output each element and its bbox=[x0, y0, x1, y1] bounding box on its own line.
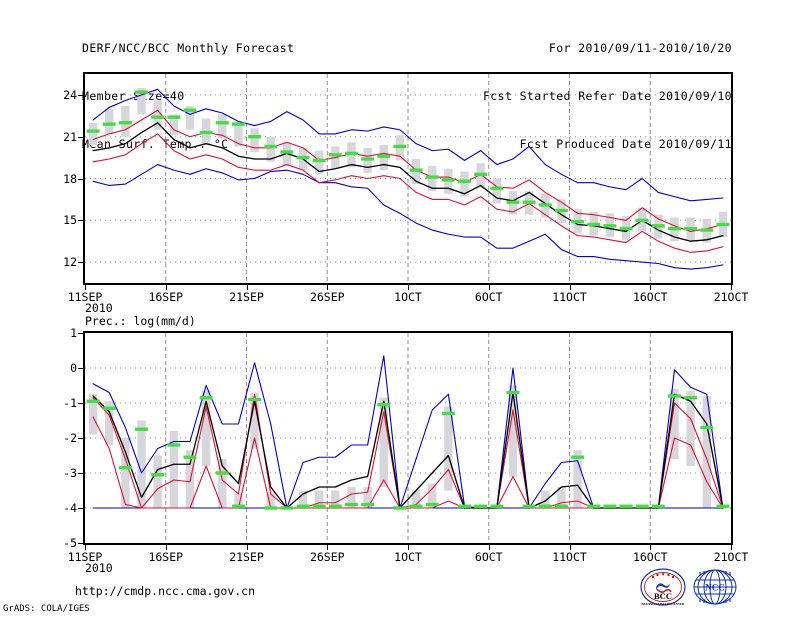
x-axis-tick-label: 1OCT bbox=[394, 550, 422, 564]
y-axis-tick-label: -3 bbox=[63, 466, 77, 480]
x-axis-tick-label: 6OCT bbox=[474, 550, 503, 564]
x-axis-tick-mark bbox=[246, 285, 248, 290]
x-axis-tick-mark bbox=[327, 285, 329, 290]
header-title: DERF/NCC/BCC Monthly Forecast bbox=[82, 41, 295, 55]
y-axis-tick-mark bbox=[78, 473, 83, 474]
y-axis-tick-label: 0 bbox=[70, 361, 77, 375]
y-axis-tick-label: 15 bbox=[63, 213, 77, 228]
precipitation-plot-svg bbox=[85, 333, 731, 543]
x-axis-tick-label: 6OCT bbox=[474, 290, 503, 304]
x-axis-tick-label: 11SEP bbox=[67, 550, 103, 564]
source-url[interactable]: http://cmdp.ncc.cma.gov.cn bbox=[75, 584, 256, 598]
y-axis-tick-mark bbox=[78, 333, 83, 334]
y-axis-tick-label: 24 bbox=[63, 87, 77, 102]
y-axis-tick-label: -1 bbox=[63, 396, 77, 410]
x-axis-tick-mark bbox=[246, 545, 248, 550]
x-axis-tick-label: 16SEP bbox=[148, 290, 184, 304]
y-axis-tick-mark bbox=[78, 178, 83, 180]
x-axis-tick-label: 11OCT bbox=[552, 550, 587, 564]
x-axis-tick-label: 16SEP bbox=[148, 550, 184, 564]
precipitation-xaxis-year: 2010 bbox=[85, 561, 113, 575]
x-axis-tick-mark bbox=[85, 285, 86, 290]
x-axis-tick-mark bbox=[569, 285, 571, 290]
x-axis-tick-mark bbox=[408, 285, 409, 290]
x-axis-tick-mark bbox=[650, 285, 652, 290]
y-axis-tick-mark bbox=[78, 94, 83, 96]
y-axis-tick-mark bbox=[78, 262, 83, 264]
x-axis-tick-label: 11OCT bbox=[552, 290, 587, 304]
header-forecast-range: For 2010/09/11-2010/10/20 bbox=[548, 41, 732, 55]
x-axis-tick-mark bbox=[650, 545, 652, 550]
bcc-logo: BCC BEIJING CLIMATE CENTER bbox=[640, 568, 686, 606]
bcc-logo-text: BCC bbox=[654, 591, 672, 601]
y-axis-tick-label: 1 bbox=[70, 326, 77, 340]
y-axis-tick-mark bbox=[78, 403, 83, 404]
y-axis-tick-mark bbox=[78, 368, 83, 369]
x-axis-tick-mark bbox=[165, 285, 167, 290]
x-axis-tick-mark bbox=[569, 545, 571, 550]
y-axis-tick-mark bbox=[78, 438, 83, 439]
bcc-logo-icon bbox=[640, 568, 686, 606]
ncc-logo-icon: NCC bbox=[693, 569, 737, 605]
header-left: DERF/NCC/BCC Monthly Forecast Member Siz… bbox=[82, 8, 294, 184]
y-axis-tick-label: -4 bbox=[63, 501, 77, 515]
x-axis-tick-mark bbox=[731, 545, 732, 550]
header-refer-date: Fcst Started Refer Date 2010/09/10 bbox=[482, 89, 732, 103]
x-axis-tick-label: 16OCT bbox=[632, 550, 668, 564]
svg-text:NCC: NCC bbox=[705, 583, 725, 593]
x-axis-tick-label: 26SEP bbox=[309, 290, 345, 304]
x-axis-tick-mark bbox=[408, 545, 409, 550]
y-axis-tick-mark bbox=[78, 508, 83, 509]
x-axis-tick-mark bbox=[85, 545, 86, 550]
temperature-plot-frame bbox=[83, 72, 733, 285]
y-axis-tick-mark bbox=[78, 220, 83, 222]
temperature-plot-svg bbox=[85, 74, 731, 283]
x-axis-tick-label: 11SEP bbox=[67, 290, 103, 304]
x-axis-tick-label: 21SEP bbox=[229, 290, 264, 304]
header-produced-date: Fcst Produced Date 2010/09/11 bbox=[519, 137, 732, 151]
y-axis-tick-mark bbox=[78, 136, 83, 138]
x-axis-tick-label: 26SEP bbox=[309, 550, 345, 564]
precipitation-chart-title: Prec.: log(mm/d) bbox=[85, 314, 196, 328]
x-axis-tick-mark bbox=[731, 285, 732, 290]
x-axis-tick-mark bbox=[165, 545, 167, 550]
y-axis-tick-label: -5 bbox=[63, 536, 77, 550]
precipitation-plot-frame bbox=[83, 331, 733, 545]
bcc-logo-subtext: BEIJING CLIMATE CENTER bbox=[641, 602, 685, 606]
precipitation-chart: 1 0 -1 -2 -3 -4 -5 11SEP 16SEP 21SEP 26SEP 1OCT 6OCT… bbox=[63, 326, 748, 564]
y-axis-tick-label: -2 bbox=[63, 431, 77, 445]
x-axis-tick-mark bbox=[488, 545, 490, 550]
x-axis-tick-label: 21OCT bbox=[713, 290, 749, 304]
y-axis-tick-mark bbox=[78, 543, 83, 544]
y-axis-tick-label: 21 bbox=[63, 129, 77, 144]
ncc-logo: NCC bbox=[692, 568, 738, 606]
grads-credit: GrADS: COLA/IGES bbox=[3, 604, 90, 614]
x-axis-tick-label: 21OCT bbox=[713, 550, 749, 564]
x-axis-tick-label: 21SEP bbox=[229, 550, 264, 564]
y-axis-tick-label: 18 bbox=[63, 171, 77, 186]
x-axis-tick-mark bbox=[488, 285, 490, 290]
logo-group: BCC BEIJING CLIMATE CENTER NCC bbox=[640, 568, 745, 606]
temperature-chart: 24 21 18 15 12 11SEP 16SEP 21SEP 26SEP 1OCT 6OCT 11… bbox=[63, 72, 748, 304]
y-axis-tick-label: 12 bbox=[63, 255, 77, 270]
header-right: For 2010/09/11-2010/10/20 Fcst Started R… bbox=[483, 8, 732, 184]
x-axis-tick-label: 1OCT bbox=[394, 290, 422, 304]
temperature-xaxis-year: 2010 bbox=[85, 301, 113, 315]
x-axis-tick-label: 16OCT bbox=[632, 290, 668, 304]
x-axis-tick-mark bbox=[327, 545, 329, 550]
